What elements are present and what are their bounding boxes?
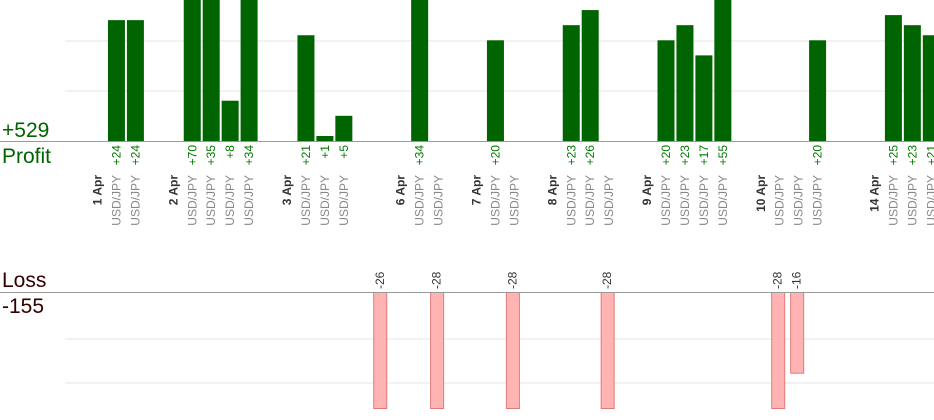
profit-bar	[695, 55, 713, 142]
trade-axis-labels: 1 Apr 2 Apr 3 Apr 6 Apr 7 Apr 8 Apr 9 Apr 10 Ap…	[91, 175, 934, 226]
profit-value-label: +34	[242, 145, 256, 166]
profit-bar	[809, 40, 827, 141]
pair-label: USD/JPY	[583, 175, 597, 226]
profit-bar	[486, 40, 504, 141]
profit-value-label: +21	[299, 145, 313, 166]
trade-value-labels: +24 +24 +70 +35 +8 +34 +21 +1 +5 -26 +34 -28 +20 -28 +…	[109, 145, 934, 289]
pair-label: USD/JPY	[185, 175, 199, 226]
profit-value-label: +8	[223, 145, 237, 159]
pair-label: USD/JPY	[602, 175, 616, 226]
loss-value-label: -16	[790, 271, 804, 289]
loss-bar	[430, 292, 445, 409]
profit-bar	[714, 0, 732, 141]
profit-bar	[884, 15, 902, 142]
trade-bars	[107, 0, 934, 409]
date-label: 9 Apr	[640, 175, 654, 206]
pair-label: USD/JPY	[109, 175, 123, 226]
date-label: 7 Apr	[470, 175, 484, 206]
profit-bar	[922, 35, 934, 141]
pair-label: USD/JPY	[204, 175, 218, 226]
profit-value-label: +23	[678, 145, 692, 166]
profit-value-label: +20	[659, 145, 673, 166]
loss-value-label: -26	[373, 271, 387, 289]
profit-bar	[240, 0, 258, 141]
profit-value-label: +20	[811, 145, 825, 166]
loss-bar	[505, 292, 520, 409]
profit-value-label: +35	[204, 145, 218, 166]
pair-label: USD/JPY	[488, 175, 502, 226]
loss-bar	[373, 292, 388, 409]
profit-value-label: +5	[337, 145, 351, 159]
date-label: 2 Apr	[166, 175, 180, 206]
profit-bar	[316, 135, 334, 141]
baselines	[0, 141, 934, 293]
profit-bar	[202, 0, 220, 141]
pair-label: USD/JPY	[886, 175, 900, 226]
profit-value-label: +23	[905, 145, 919, 166]
profit-bar	[126, 20, 144, 142]
profit-bar	[676, 25, 694, 141]
pair-label: USD/JPY	[242, 175, 256, 226]
profit-total: +529	[2, 119, 49, 142]
date-label: 3 Apr	[280, 175, 294, 206]
pair-label: USD/JPY	[905, 175, 919, 226]
profit-bar	[581, 10, 599, 142]
profit-bar	[657, 40, 675, 141]
pair-label: USD/JPY	[811, 175, 825, 226]
pair-label: USD/JPY	[773, 175, 787, 226]
date-label: 10 Apr	[754, 175, 768, 212]
profit-value-label: +24	[109, 145, 123, 166]
profit-value-label: +34	[413, 145, 427, 166]
date-label: 1 Apr	[91, 175, 105, 206]
profit-value-label: +20	[488, 145, 502, 166]
loss-value-label: -28	[600, 271, 614, 289]
pair-label: USD/JPY	[337, 175, 351, 226]
profit-label: Profit	[2, 145, 51, 168]
loss-value-label: -28	[505, 271, 519, 289]
profit-bar	[903, 25, 921, 141]
pair-label: USD/JPY	[413, 175, 427, 226]
loss-bar	[790, 292, 805, 374]
pair-label: USD/JPY	[507, 175, 521, 226]
loss-bar	[771, 292, 786, 409]
profit-bar	[221, 100, 239, 141]
loss-total: -155	[2, 295, 44, 318]
profit-bar	[335, 115, 353, 141]
profit-bar	[411, 0, 429, 141]
profit-value-label: +23	[564, 145, 578, 166]
profit-bar	[107, 20, 125, 142]
loss-value-label: -28	[771, 271, 785, 289]
date-label: 6 Apr	[394, 175, 408, 206]
profit-value-label: +26	[583, 145, 597, 166]
pair-label: USD/JPY	[716, 175, 730, 226]
pair-label: USD/JPY	[299, 175, 313, 226]
pair-label: USD/JPY	[924, 175, 934, 226]
loss-value-label: -28	[430, 271, 444, 289]
profit-value-label: +21	[924, 145, 934, 166]
pair-label: USD/JPY	[697, 175, 711, 226]
profit-value-label: +17	[697, 145, 711, 166]
pair-label: USD/JPY	[678, 175, 692, 226]
profit-value-label: +70	[185, 145, 199, 166]
pair-label: USD/JPY	[318, 175, 332, 226]
pair-label: USD/JPY	[564, 175, 578, 226]
profit-bar	[297, 35, 315, 141]
pair-label: USD/JPY	[223, 175, 237, 226]
pair-label: USD/JPY	[792, 175, 806, 226]
loss-label: Loss	[2, 269, 46, 292]
profit-value-label: +24	[128, 145, 142, 166]
profit-value-label: +55	[716, 145, 730, 166]
pair-label: USD/JPY	[659, 175, 673, 226]
pair-label: USD/JPY	[432, 175, 446, 226]
profit-bar	[562, 25, 580, 141]
profit-bar	[183, 0, 201, 141]
pair-label: USD/JPY	[128, 175, 142, 226]
loss-bar	[600, 292, 615, 409]
profit-value-label: +25	[886, 145, 900, 166]
date-label: 14 Apr	[867, 175, 881, 212]
profit-value-label: +1	[318, 145, 332, 159]
date-label: 8 Apr	[545, 175, 559, 206]
